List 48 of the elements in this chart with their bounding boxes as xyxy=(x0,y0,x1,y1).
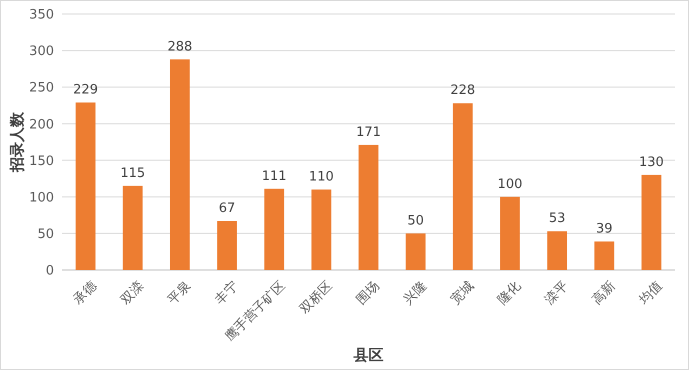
x-tick-label: 承德 xyxy=(70,278,100,308)
y-tick-label: 350 xyxy=(29,8,54,23)
x-tick-label: 双桥区 xyxy=(297,278,336,317)
bar xyxy=(406,233,426,270)
x-tick-label: 均值 xyxy=(636,278,666,308)
y-tick-label: 100 xyxy=(29,190,54,206)
x-tick-label: 高新 xyxy=(588,278,619,308)
data-label: 100 xyxy=(498,176,522,192)
x-tick-label: 宽城 xyxy=(447,278,478,308)
bar xyxy=(170,59,190,270)
data-label: 288 xyxy=(167,39,192,54)
y-axis-title: 招录人数 xyxy=(8,111,26,173)
x-tick-label: 隆化 xyxy=(495,278,524,308)
bar xyxy=(642,174,662,270)
y-tick-label: 300 xyxy=(29,44,54,60)
y-tick-label: 200 xyxy=(29,117,54,132)
bar xyxy=(311,190,332,270)
data-label: 39 xyxy=(596,221,613,236)
x-tick-label: 双滦 xyxy=(118,278,147,308)
y-tick-label: 0 xyxy=(46,264,54,279)
data-label: 53 xyxy=(548,211,566,226)
x-tick-label: 丰宁 xyxy=(212,278,242,308)
bar xyxy=(217,220,237,270)
bar xyxy=(500,196,520,270)
data-label: 115 xyxy=(120,166,146,181)
y-tick-label: 150 xyxy=(29,154,54,169)
data-label: 67 xyxy=(218,200,236,216)
y-tick-label: 250 xyxy=(29,80,54,96)
x-tick-label: 兴隆 xyxy=(400,278,430,308)
x-tick-label: 围场 xyxy=(354,278,383,308)
data-label: 229 xyxy=(73,82,98,98)
bar xyxy=(264,188,284,270)
data-label: 228 xyxy=(450,83,476,98)
data-label: 171 xyxy=(356,124,381,140)
bar xyxy=(452,103,473,270)
bar xyxy=(358,144,378,270)
bar xyxy=(594,241,614,270)
x-tick-label: 滦平 xyxy=(542,278,572,308)
x-axis-title: 县区 xyxy=(352,346,384,364)
bar xyxy=(76,102,96,270)
x-tick-label: 平泉 xyxy=(165,278,194,308)
y-tick-label: 50 xyxy=(37,226,54,242)
data-label: 110 xyxy=(308,170,334,185)
bar xyxy=(547,231,568,270)
data-label: 50 xyxy=(407,213,424,228)
data-label: 130 xyxy=(639,154,664,170)
data-label: 111 xyxy=(262,168,287,184)
bar xyxy=(122,186,143,270)
